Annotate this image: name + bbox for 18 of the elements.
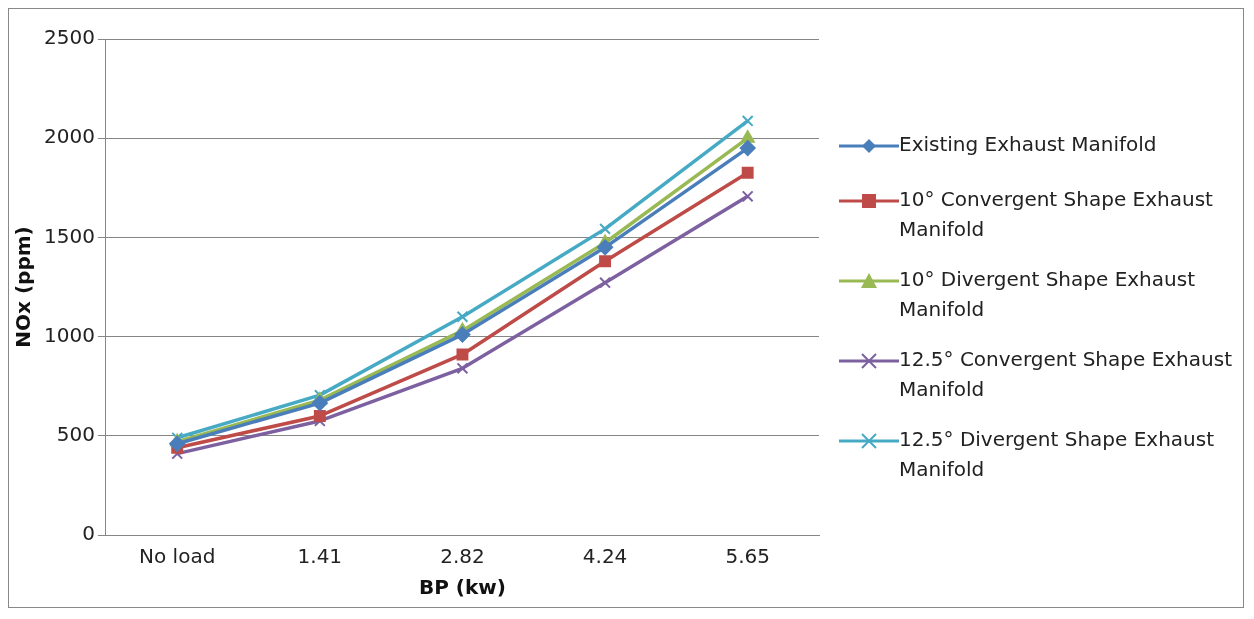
legend-label: 10° Divergent Shape Exhaust Manifold	[899, 266, 1196, 323]
x-tick-label: 2.82	[440, 544, 485, 569]
legend-label: 12.5° Convergent Shape Exhaust Manifold	[899, 346, 1233, 403]
legend-label: 12.5° Divergent Shape Exhaust Manifold	[899, 426, 1216, 483]
y-tick-label: 500	[56, 422, 95, 446]
y-tick-label: 1500	[43, 223, 95, 248]
y-tick-label: 2000	[43, 124, 95, 149]
x-tick-label: 5.65	[725, 544, 770, 569]
x-axis-title: BP (kw)	[418, 575, 506, 600]
legend-label: 10° Convergent Shape Exhaust Manifold	[899, 186, 1214, 243]
x-tick-label: No load	[139, 544, 216, 569]
y-tick-label: 0	[82, 521, 95, 546]
y-tick-label: 2500	[43, 25, 95, 50]
legend-label: Existing Exhaust Manifold	[899, 131, 1157, 158]
x-tick-label: 4.24	[582, 544, 628, 569]
y-tick-label: 1000	[43, 322, 95, 347]
y-axis-title: NOx (ppm)	[11, 226, 36, 348]
x-tick-label: 1.41	[297, 544, 343, 569]
